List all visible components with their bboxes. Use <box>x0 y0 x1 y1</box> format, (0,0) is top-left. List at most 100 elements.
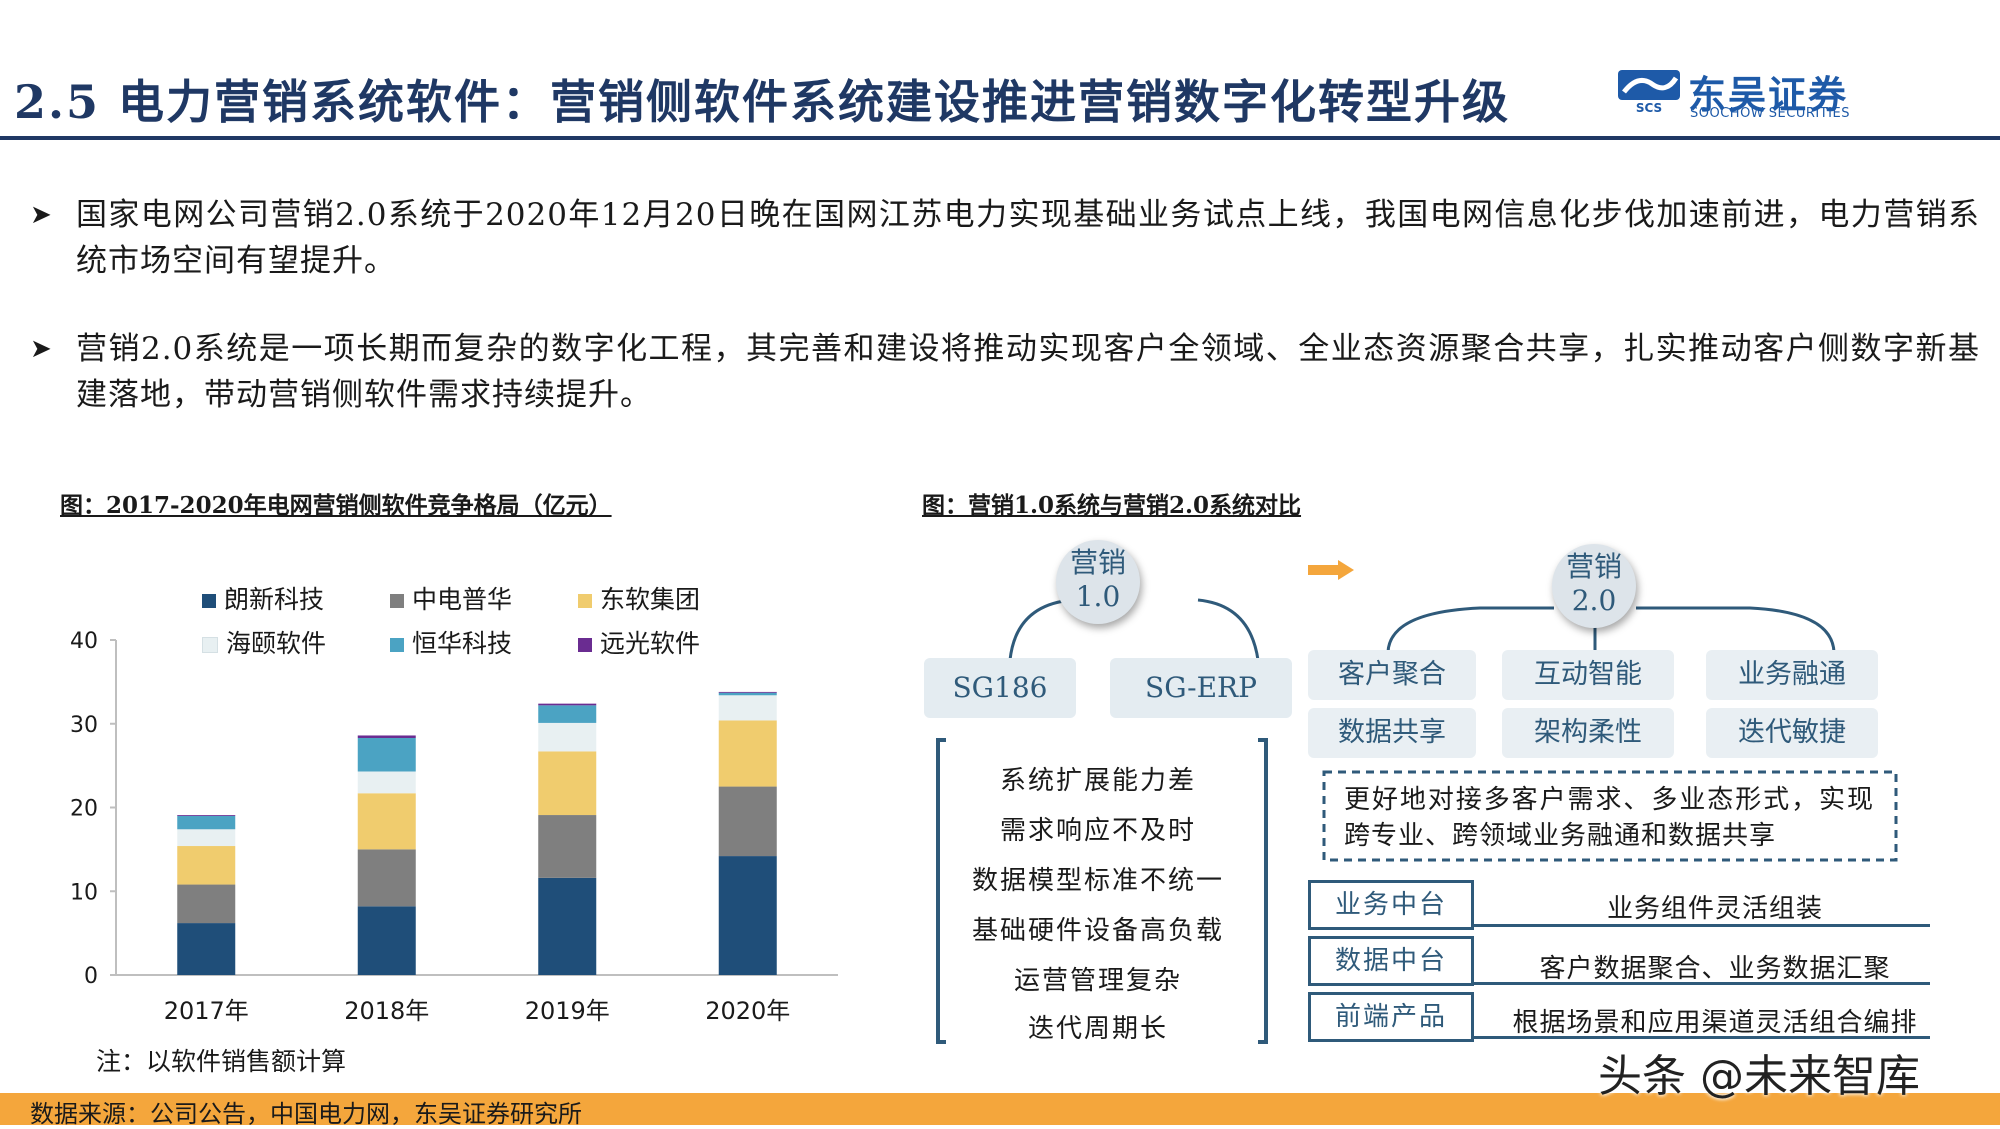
system-sg186: SG186 <box>924 658 1076 718</box>
bar-segment <box>177 829 236 847</box>
legend-item: 远光软件 <box>578 624 700 660</box>
bar-segment <box>357 737 416 772</box>
chart-plot: 0 10 20 30 40 2017年 2018年 2019年 2020年 <box>70 629 838 1025</box>
bar-segment <box>357 793 416 850</box>
logo-mark-icon: SCS <box>1618 70 1680 114</box>
y-tick-label: 40 <box>70 629 98 654</box>
logo-name: 东吴证券 <box>1688 73 1849 117</box>
chart-caption: 图：2017-2020年电网营销侧软件竞争格局（亿元） <box>60 492 612 519</box>
legend-swatch <box>202 594 216 608</box>
bar-segment <box>718 692 777 696</box>
company-logo: SCS 东吴证券 SOOCHOW SECURITIES <box>1618 66 1898 122</box>
bar-segment <box>718 691 777 693</box>
bar-segment <box>177 846 236 885</box>
feature-4: 数据共享 <box>1308 708 1476 758</box>
legend-swatch <box>578 594 592 608</box>
legend-label: 朗新科技 <box>224 585 325 614</box>
bar-segment <box>718 856 777 975</box>
legend-item: 朗新科技 <box>202 580 324 616</box>
y-tick-label: 10 <box>70 880 98 905</box>
legend-label: 海颐软件 <box>226 629 327 658</box>
arrow-bullet-icon: ➤ <box>30 334 52 364</box>
transition-arrow-icon <box>1308 560 1354 580</box>
v1-circle: 营销 1.0 <box>1056 540 1140 624</box>
legend-item: 海颐软件 <box>202 624 326 660</box>
bar-segment <box>177 815 236 816</box>
logo-mark-text: SCS <box>1636 101 1662 114</box>
bar-segment <box>538 703 597 706</box>
legend-item: 恒华科技 <box>390 624 512 660</box>
chart-note: 注：以软件销售额计算 <box>96 1047 347 1076</box>
x-tick-label: 2017年 <box>164 997 249 1025</box>
stacked-bar-chart: 朗新科技 中电普华 东软集团 海颐软件 恒华科技 远光软件 0 10 20 30 40 2017年 2… <box>40 560 860 1030</box>
bar-segment <box>357 849 416 907</box>
v2-summary: 更好地对接多客户需求、多业态形式，实现跨专业、跨领域业务融通和数据共享 <box>1344 785 1874 851</box>
bar-segment <box>718 786 777 857</box>
legend-item: 中电普华 <box>390 580 512 616</box>
feature-6: 迭代敏捷 <box>1706 708 1878 758</box>
row-desc-business-middle: 业务组件灵活组装 <box>1606 894 1823 924</box>
feature-1: 客户聚合 <box>1308 650 1476 700</box>
legend-swatch <box>390 638 404 652</box>
bar-segment <box>357 771 416 794</box>
bullet-item-1: ➤ 国家电网公司营销2.0系统于2020年12月20日晚在国网江苏电力实现基础业… <box>30 192 1980 292</box>
row-desc-frontend: 根据场景和应用渠道灵活组合编排 <box>1512 1008 1918 1038</box>
legend-label: 中电普华 <box>412 585 513 614</box>
bar-segment <box>538 815 597 878</box>
bar-segment <box>177 923 236 975</box>
legend-label: 东软集团 <box>600 585 701 614</box>
legend-swatch <box>578 638 592 652</box>
bullet-text: 营销2.0系统是一项长期而复杂的数字化工程，其完善和建设将推动实现客户全领域、全… <box>76 331 1980 413</box>
feature-3: 业务融通 <box>1706 650 1878 700</box>
bar-segment <box>357 735 416 738</box>
row-underline <box>1474 924 1930 927</box>
v2-circle: 营销 2.0 <box>1552 544 1636 628</box>
v2-circle-line1: 营销 <box>1565 550 1622 583</box>
arrow-bullet-icon: ➤ <box>30 200 52 230</box>
bar-segment <box>357 906 416 975</box>
feature-5: 架构柔性 <box>1502 708 1674 758</box>
v1-problem-2: 需求响应不及时 <box>999 816 1196 846</box>
x-tick-label: 2020年 <box>705 997 790 1025</box>
v1-problem-5: 运营管理复杂 <box>1013 966 1182 996</box>
x-tick-label: 2019年 <box>525 997 610 1025</box>
v1-problem-1: 系统扩展能力差 <box>999 766 1196 796</box>
bar-segment <box>718 720 777 787</box>
row-desc-data-middle: 客户数据聚合、业务数据汇聚 <box>1539 954 1891 984</box>
bar-segment <box>538 722 597 752</box>
y-tick-label: 30 <box>70 713 98 738</box>
row-underline <box>1474 1036 1930 1039</box>
bar-segment <box>177 884 236 924</box>
v2-circle-line2: 2.0 <box>1571 584 1617 617</box>
footer-bar <box>0 1093 2000 1125</box>
legend-item: 东软集团 <box>578 580 700 616</box>
diagram-connectors <box>936 560 1898 1044</box>
v1-circle-line1: 营销 <box>1069 546 1126 579</box>
system-sg-erp: SG-ERP <box>1110 658 1292 718</box>
logo-english-name: SOOCHOW SECURITIES <box>1690 106 1850 121</box>
v1-circle-line2: 1.0 <box>1075 580 1121 613</box>
v1-problem-3: 数据模型标准不统一 <box>971 866 1224 896</box>
row-label-data-middle: 数据中台 <box>1308 936 1474 986</box>
header-rule <box>0 136 2000 140</box>
bullet-item-2: ➤ 营销2.0系统是一项长期而复杂的数字化工程，其完善和建设将推动实现客户全领域… <box>30 326 1980 426</box>
v1-problem-6: 迭代周期长 <box>1027 1014 1168 1044</box>
watermark: 头条 @未来智库 <box>1598 1051 1920 1102</box>
legend-swatch <box>390 594 404 608</box>
bar-segment <box>177 815 236 830</box>
legend-label: 远光软件 <box>600 629 701 658</box>
bar-segment <box>538 877 597 975</box>
legend-label: 恒华科技 <box>412 629 513 658</box>
x-tick-label: 2018年 <box>344 997 429 1025</box>
y-tick-label: 0 <box>84 964 98 989</box>
v1-problem-4: 基础硬件设备高负载 <box>971 916 1224 946</box>
data-source: 数据来源：公司公告，中国电力网，东吴证券研究所 <box>30 1100 582 1128</box>
feature-2: 互动智能 <box>1502 650 1674 700</box>
bar-segment <box>538 751 597 816</box>
bar-segment <box>538 705 597 723</box>
bar-segment <box>718 695 777 721</box>
page-title: 2.5 电力营销系统软件：营销侧软件系统建设推进营销数字化转型升级 <box>14 75 1511 129</box>
row-underline <box>1474 982 1930 985</box>
row-label-business-middle: 业务中台 <box>1308 880 1474 930</box>
diagram-caption: 图：营销1.0系统与营销2.0系统对比 <box>922 492 1302 519</box>
